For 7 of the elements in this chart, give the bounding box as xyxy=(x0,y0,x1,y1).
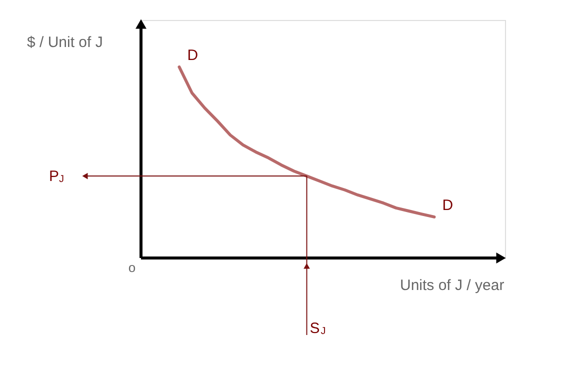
text: SJ xyxy=(310,320,326,337)
text: o xyxy=(128,260,136,275)
annotation: D xyxy=(442,196,454,214)
x-axis-title: Units of J / year xyxy=(400,277,504,294)
ref-line-label: PJ xyxy=(48,168,64,186)
text: D xyxy=(187,47,198,64)
y-axis-title: $ / Unit of J xyxy=(27,34,103,51)
